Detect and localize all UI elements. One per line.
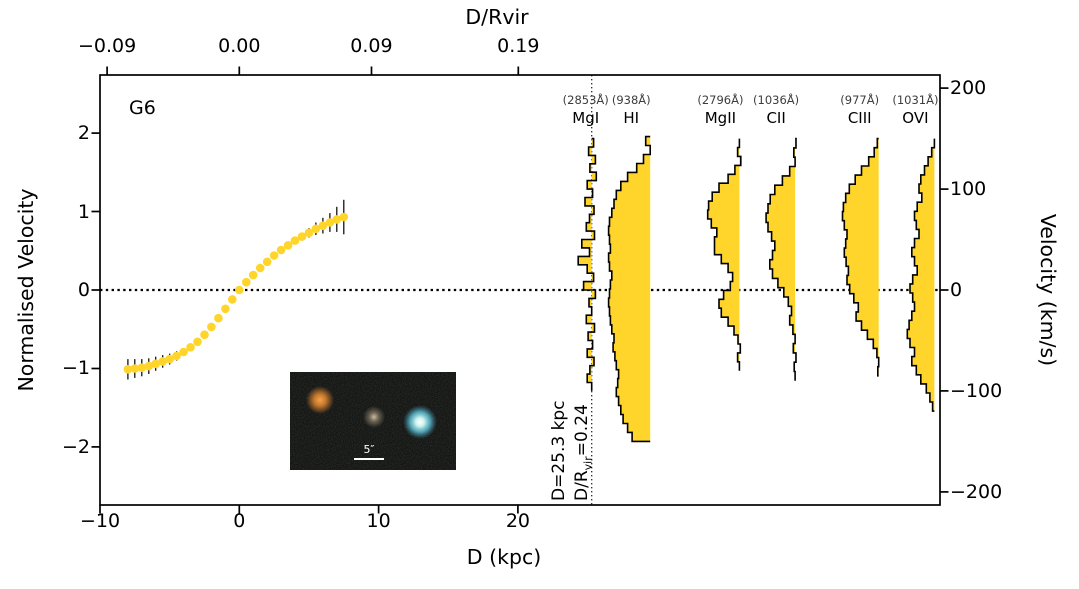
inset-orange-galaxy [306,386,334,414]
absorption-profile-fill [907,138,935,412]
rotation-curve-point [221,304,230,314]
rotation-curve-point [193,337,202,347]
rotation-curve-point [332,215,342,224]
panel-label: G6 [129,97,156,119]
y-axis-tick-label: −1 [61,357,90,380]
rvir-annotation-subscript: vir [581,456,595,471]
rotation-curve-point [325,218,335,227]
right-axis-tick-label: −200 [950,480,1003,503]
absorption-profile-trace [841,137,880,377]
ion-wavelength-label: (2853Å) [562,93,609,107]
axis-ticks [91,66,949,514]
rotation-curve-point [276,245,286,255]
ion-wavelength-label: (2796Å) [697,93,744,107]
top-axis-tick-label: 0.09 [350,35,393,57]
x-axis-tick-label: 20 [505,510,530,532]
rotation-curve-point [144,361,154,371]
x-axis-tick-label: 10 [366,510,391,532]
y-axis-tick-label: 1 [77,200,90,223]
absorption-profile-trace [765,137,797,381]
inset-faint-companion [363,406,385,428]
absorption-profile-fill [766,138,796,381]
top-axis-tick-label: 0.19 [497,35,540,57]
impact-rvir-annotation: D/Rvir=0.24 [572,404,594,501]
rotation-curve-point [200,330,209,340]
rotation-curve-point [137,363,147,373]
rotation-curve-point [130,364,140,373]
right-axis-tick-label: 100 [950,178,987,201]
absorption-profile-trace [706,138,742,371]
rotation-curve-point [262,257,272,267]
plot-marks [100,75,940,505]
y-axis-tick-label: 0 [77,279,90,301]
top-axis-tick-label: 0.00 [218,35,261,57]
rotation-curve-point [165,354,174,364]
ion-name-label: CII [766,109,786,127]
ion-name-label: MgII [704,109,737,127]
x-axis-tick-label: −10 [79,510,121,532]
galaxy-inset-image: 5″ [290,372,456,470]
rotation-curve-point [214,313,223,323]
x-axis-tick-label: 0 [233,510,246,532]
right-axis-title: Velocity (km/s) [1036,213,1060,367]
rvir-annotation-prefix: D/R [572,470,592,501]
rotation-curve-point [186,343,195,352]
absorption-profile-trace [607,135,651,443]
ion-wavelength-label: (977Å) [840,93,880,107]
ion-wavelength-label: (1031Å) [892,93,939,107]
rotation-curve-point [235,285,244,295]
rotation-curve-point [290,236,300,245]
rotation-curve-point [283,241,293,250]
rotation-curve-point [255,263,265,273]
absorption-profile-fill [842,138,879,376]
ion-name-label: OVI [902,109,929,127]
rotation-curve-point [123,365,133,374]
rotation-curve-point [304,228,314,237]
rotation-curve-point [297,232,307,241]
left-axis-title: Normalised Velocity [14,188,38,392]
absorption-profile-fill [608,136,651,442]
absorption-profile-trace [577,137,598,391]
rotation-curve-point [339,212,349,222]
rotation-curve-point [158,357,167,366]
rotation-curve-point [248,270,258,280]
rotation-curve-point [228,295,237,304]
rotation-curve-point [311,224,321,234]
rotation-curve-point [179,347,188,357]
right-axis-tick-label: 200 [950,77,987,100]
y-axis-tick-label: −2 [61,435,90,458]
rotation-curve-point [269,251,279,260]
ion-wavelength-label: (938Å) [611,93,651,107]
ion-wavelength-label: (1036Å) [753,93,800,107]
inset-blue-galaxy [403,405,437,439]
absorption-profile-fill [707,138,741,371]
rotation-curve-point [207,322,216,332]
ion-name-label: MgI [572,109,600,127]
absorption-profile-trace [906,138,936,412]
rotation-curve-point [318,221,328,230]
top-axis-title: D/Rvir [465,5,529,29]
rotation-curve-point [242,277,251,287]
bottom-axis-title: D (kpc) [466,545,542,569]
rvir-annotation-suffix: =0.24 [572,404,592,457]
rotation-curve-point [172,351,181,361]
y-axis-tick-label: 2 [77,122,90,145]
ion-name-label: HI [623,109,640,127]
ion-name-label: CIII [847,109,872,127]
inset-scalebar-label: 5″ [363,443,374,456]
right-axis-tick-label: 0 [950,279,963,301]
top-axis-tick-label: −0.09 [78,35,137,57]
right-axis-tick-label: −100 [950,379,1003,402]
impact-distance-annotation: D=25.3 kpc [549,400,569,501]
rotation-curve-point [151,359,160,369]
